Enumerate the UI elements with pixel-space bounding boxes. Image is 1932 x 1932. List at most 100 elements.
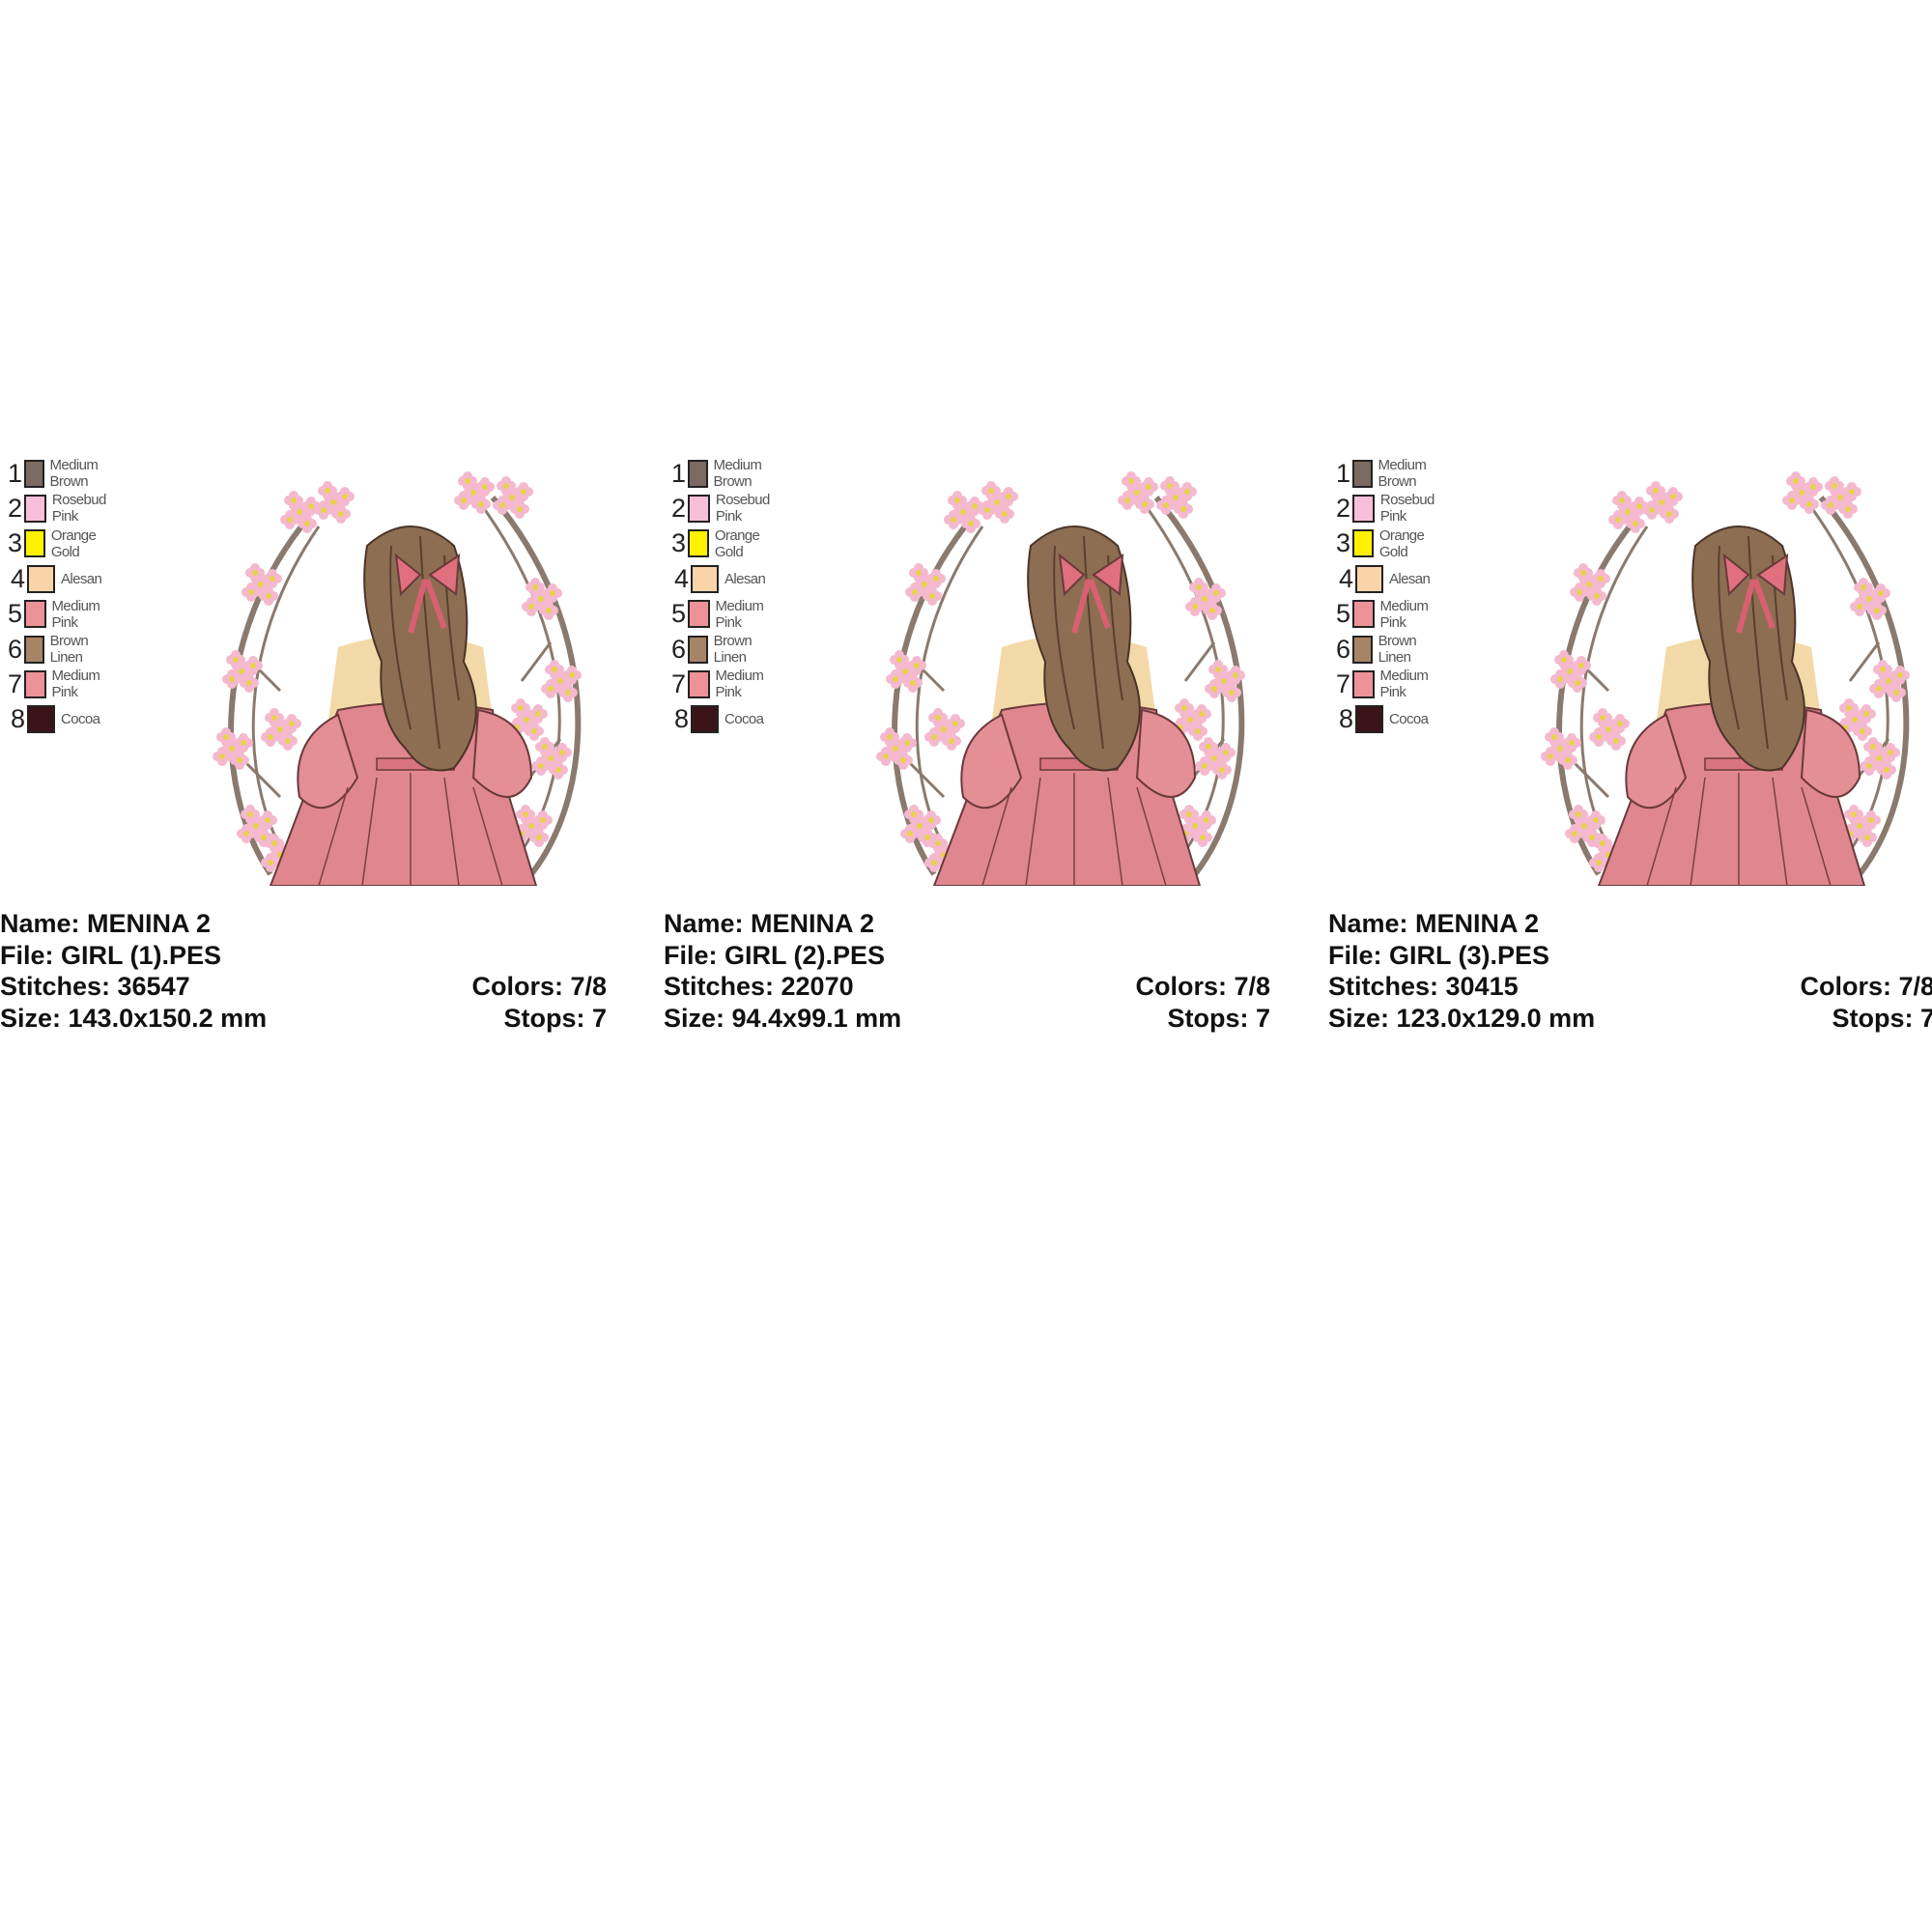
embroidery-preview — [1531, 469, 1927, 886]
design-stops: Stops: 7 — [1167, 1003, 1270, 1033]
color-number: 2 — [671, 493, 687, 523]
color-swatch — [1352, 635, 1373, 664]
color-name: Cocoa — [61, 711, 100, 728]
color-name: Orange Gold — [714, 526, 760, 560]
legend-row: 6 Brown Linen — [8, 633, 99, 666]
design-file: File: GIRL (2).PES — [664, 940, 886, 970]
design-stops: Stops: 7 — [1832, 1003, 1932, 1033]
color-number: 1 — [1336, 458, 1351, 488]
color-name: Rosebud Pink — [715, 492, 770, 526]
design-size: Size: 94.4x99.1 mm — [664, 1003, 902, 1033]
color-swatch — [688, 529, 709, 558]
color-name: Medium Brown — [49, 457, 99, 490]
color-swatch — [1352, 529, 1374, 558]
color-swatch — [24, 494, 46, 523]
color-name: Brown Linen — [713, 633, 753, 666]
color-number: 8 — [673, 704, 689, 734]
color-number: 3 — [671, 528, 687, 558]
color-name: Alesan — [724, 570, 766, 587]
color-number: 1 — [8, 458, 23, 488]
color-name: Cocoa — [724, 711, 764, 728]
color-name: Rosebud Pink — [51, 492, 106, 526]
legend-row: 8 Cocoa — [671, 704, 764, 735]
legend-row: 1 Medium Brown — [8, 457, 109, 490]
design-name: Name: MENINA 2 — [664, 909, 875, 938]
legend-row: 5 Medium Pink — [1336, 597, 1437, 631]
color-name: Medium Pink — [715, 668, 764, 701]
legend-row: 1 Medium Brown — [671, 457, 773, 490]
legend-row: 3 Orange Gold — [671, 526, 769, 560]
design-size: Size: 143.0x150.2 mm — [0, 1003, 268, 1033]
color-number: 6 — [671, 634, 687, 664]
color-number: 5 — [671, 599, 687, 629]
color-number: 2 — [8, 493, 23, 523]
color-number: 3 — [8, 528, 23, 558]
color-number: 4 — [1338, 563, 1353, 593]
color-number: 5 — [1336, 599, 1351, 629]
color-swatch — [1355, 564, 1383, 593]
legend-row: 5 Medium Pink — [671, 597, 773, 631]
design-size: Size: 123.0x129.0 mm — [1328, 1003, 1596, 1033]
design-name: Name: MENINA 2 — [0, 909, 212, 938]
legend-row: 8 Cocoa — [1336, 704, 1429, 735]
color-swatch — [688, 635, 708, 664]
legend-row: 6 Brown Linen — [671, 633, 763, 666]
legend-row: 7 Medium Pink — [8, 668, 109, 701]
design-panel: 1 Medium Brown 2 Rosebud Pink 3 Orange G… — [664, 454, 1282, 1053]
color-name: Rosebud Pink — [1379, 492, 1435, 526]
design-stops: Stops: 7 — [503, 1003, 607, 1033]
color-swatch — [27, 564, 55, 593]
color-name: Brown Linen — [1378, 633, 1417, 666]
color-swatch — [1355, 705, 1383, 734]
color-name: Alesan — [1389, 570, 1431, 587]
design-name: Name: MENINA 2 — [1328, 909, 1540, 938]
color-swatch — [24, 635, 44, 664]
color-name: Medium Pink — [1379, 668, 1429, 701]
color-swatch — [24, 529, 45, 558]
legend-row: 3 Orange Gold — [1336, 526, 1434, 560]
color-swatch — [1352, 459, 1373, 488]
color-name: Orange Gold — [1378, 526, 1425, 560]
legend-row: 4 Alesan — [671, 563, 766, 594]
color-name: Medium Pink — [715, 597, 764, 631]
color-name: Medium Pink — [1379, 597, 1429, 631]
design-file: File: GIRL (3).PES — [1328, 940, 1550, 970]
color-name: Medium Brown — [713, 457, 762, 490]
color-name: Medium Pink — [51, 668, 100, 701]
color-number: 4 — [10, 563, 25, 593]
embroidery-preview — [203, 469, 599, 886]
color-number: 7 — [671, 668, 687, 698]
color-number: 2 — [1336, 493, 1351, 523]
color-swatch — [688, 459, 708, 488]
color-swatch — [691, 564, 719, 593]
legend-row: 1 Medium Brown — [1336, 457, 1437, 490]
legend-row: 8 Cocoa — [8, 704, 100, 735]
color-swatch — [27, 705, 55, 734]
design-file: File: GIRL (1).PES — [0, 940, 222, 970]
color-number: 7 — [8, 668, 23, 698]
color-swatch — [691, 705, 719, 734]
color-number: 8 — [10, 704, 25, 734]
color-name: Medium Brown — [1378, 457, 1427, 490]
color-number: 3 — [1336, 528, 1351, 558]
legend-row: 2 Rosebud Pink — [1336, 492, 1443, 526]
color-swatch — [1352, 669, 1375, 698]
design-stitches: Stitches: 22070 — [664, 972, 854, 1001]
color-swatch — [24, 600, 46, 629]
color-number: 4 — [673, 563, 689, 593]
color-swatch — [24, 669, 46, 698]
legend-row: 7 Medium Pink — [1336, 668, 1437, 701]
design-colors: Colors: 7/8 — [471, 972, 607, 1001]
color-swatch — [688, 669, 710, 698]
color-swatch — [688, 494, 710, 523]
color-name: Alesan — [61, 570, 102, 587]
legend-row: 2 Rosebud Pink — [671, 492, 779, 526]
color-number: 1 — [671, 458, 687, 488]
color-name: Brown Linen — [49, 633, 89, 666]
legend-row: 4 Alesan — [8, 563, 102, 594]
design-panel: 1 Medium Brown 2 Rosebud Pink 3 Orange G… — [1328, 454, 1932, 1053]
legend-row: 4 Alesan — [1336, 563, 1431, 594]
legend-row: 2 Rosebud Pink — [8, 492, 115, 526]
color-number: 6 — [8, 634, 23, 664]
design-stitches: Stitches: 30415 — [1328, 972, 1519, 1001]
